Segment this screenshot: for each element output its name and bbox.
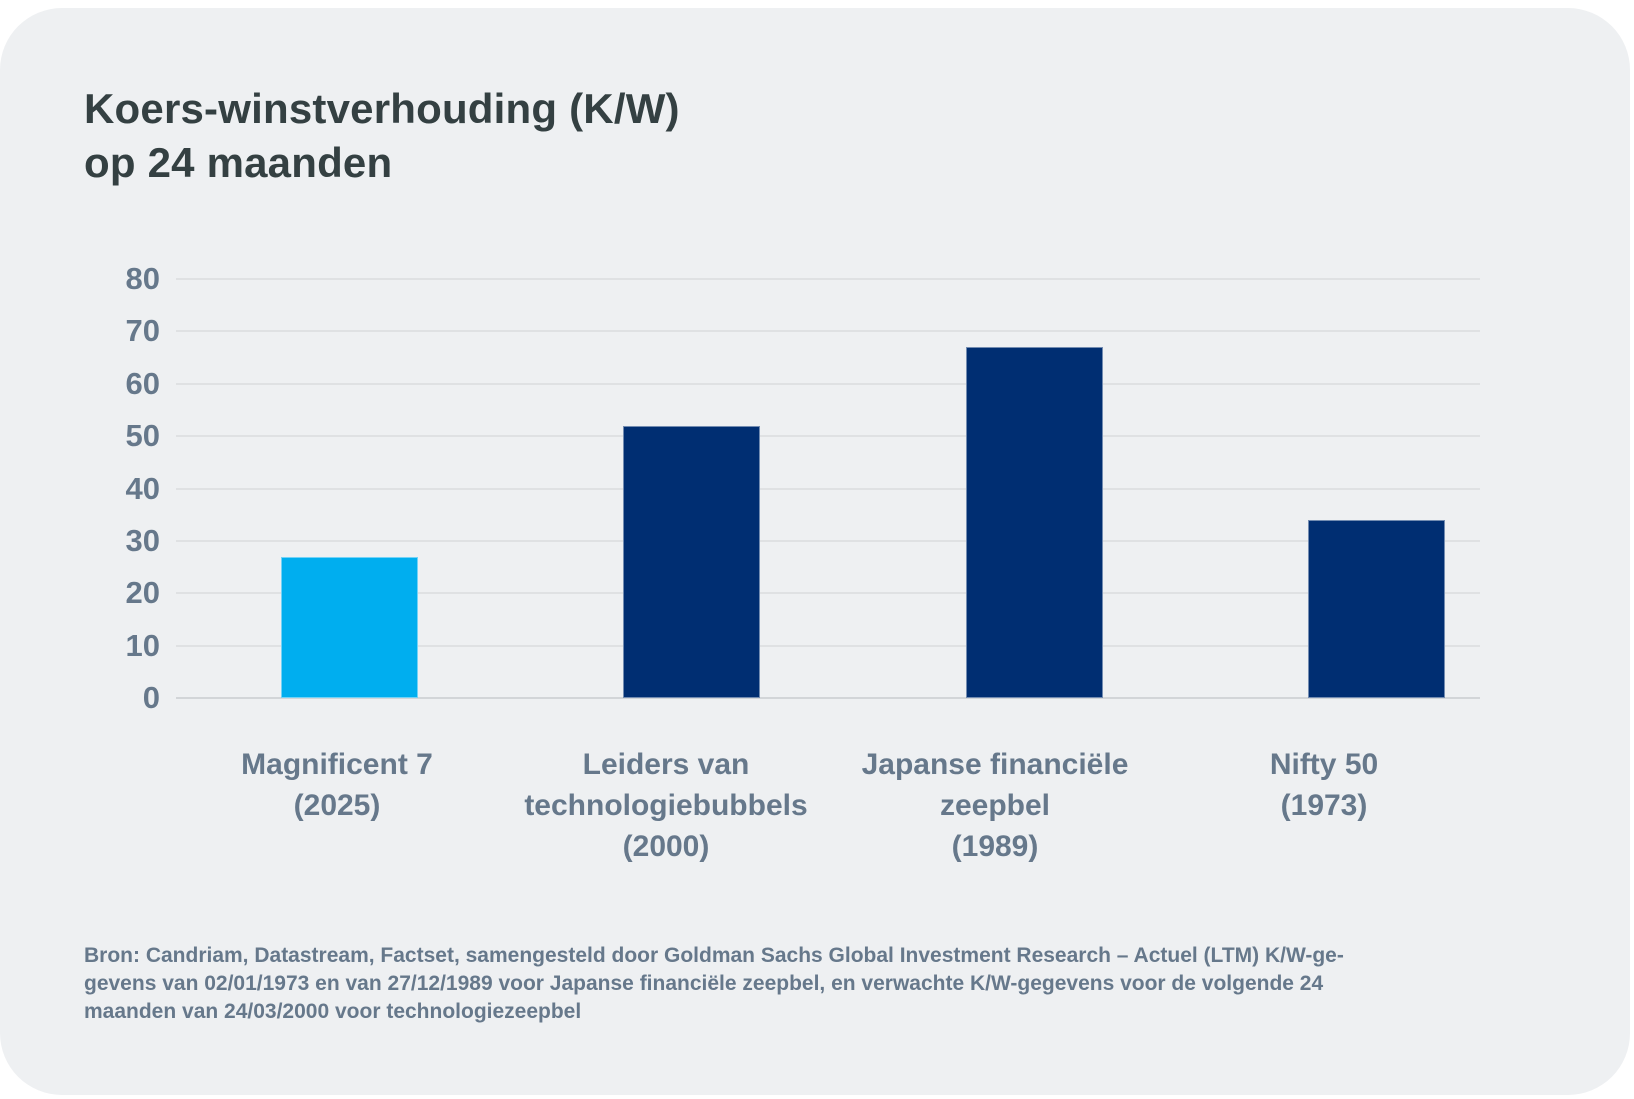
x-category-label-3: Japanse financiële zeepbel (1989)	[805, 744, 1185, 867]
y-tick-label-80: 80	[125, 261, 160, 296]
y-tick-label-30: 30	[125, 522, 160, 558]
y-tick-label-20: 20	[125, 575, 160, 611]
gridline-20	[176, 592, 1480, 595]
x-category-label-4: Nifty 50 (1973)	[1134, 744, 1514, 826]
x-category-label-line: Japanse financiële	[861, 748, 1129, 781]
plot-area	[176, 278, 1480, 699]
source-note-line-3: maanden van 24/03/2000 voor technologiez…	[84, 1000, 582, 1023]
chart-title: Koers-winstverhouding (K/W) op 24 maande…	[84, 82, 680, 190]
gridline-70	[176, 330, 1480, 333]
x-category-label-line: Nifty 50	[1269, 748, 1379, 781]
y-tick-label-50: 50	[125, 418, 160, 454]
y-tick-label-60: 60	[125, 365, 160, 401]
x-category-label-line: Magnificent 7	[241, 748, 433, 781]
chart-title-line-1: Koers-winstverhouding (K/W)	[84, 85, 680, 132]
bar-leiders-van	[623, 425, 761, 698]
gridline-40	[176, 487, 1480, 490]
y-tick-label-10: 10	[125, 627, 160, 663]
x-category-label-line: Leiders van	[582, 748, 750, 781]
gridline-30	[176, 539, 1480, 542]
chart-card: Koers-winstverhouding (K/W) op 24 maande…	[0, 8, 1630, 1095]
y-tick-label-0: 0	[142, 680, 160, 715]
bar-japanse-financi-le	[965, 347, 1103, 698]
x-category-label-line: (1973)	[1280, 789, 1368, 822]
gridline-0	[176, 697, 1480, 699]
x-category-label-line: technologiebubbels	[524, 789, 808, 822]
x-category-label-line: (1989)	[951, 830, 1039, 863]
x-category-label-line: (2000)	[622, 830, 710, 863]
gridline-80	[176, 278, 1480, 280]
x-category-label-2: Leiders van technologiebubbels (2000)	[476, 744, 856, 867]
y-tick-label-70: 70	[125, 313, 160, 349]
source-note-line-2: gevens van 02/01/1973 en van 27/12/1989 …	[84, 972, 1324, 995]
y-tick-label-40: 40	[125, 470, 160, 506]
bar-magnificent-7	[281, 556, 418, 698]
x-axis-labels: Magnificent 7 (2025) Leiders van technologi…	[176, 744, 1480, 884]
source-note: Bron: Candriam, Datastream, Factset, sam…	[84, 942, 1504, 1026]
bar-nifty-50	[1308, 519, 1445, 698]
x-category-label-1: Magnificent 7 (2025)	[147, 744, 527, 826]
gridline-10	[176, 644, 1480, 647]
source-note-line-1: Bron: Candriam, Datastream, Factset, sam…	[84, 944, 1344, 967]
chart-title-line-2: op 24 maanden	[84, 139, 393, 186]
x-category-label-line: zeepbel	[939, 789, 1051, 822]
x-category-label-line: (2025)	[293, 789, 381, 822]
gridline-60	[176, 382, 1480, 385]
gridline-50	[176, 435, 1480, 438]
y-axis: 0 10 20 30 40 50 60 70 80	[50, 261, 160, 715]
